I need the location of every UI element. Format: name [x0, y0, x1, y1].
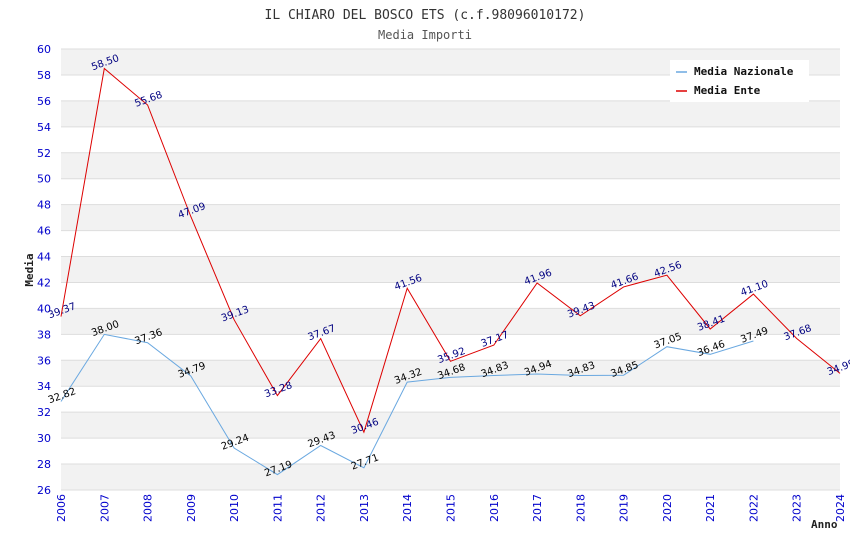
x-tick-label: 2014	[401, 494, 414, 522]
x-tick-label: 2007	[98, 494, 111, 522]
x-tick-label: 2017	[531, 494, 544, 522]
series-line-ente	[60, 67, 841, 434]
y-tick-label: 50	[37, 173, 51, 186]
x-tick-label: 2019	[618, 494, 631, 522]
x-tick-label: 2024	[834, 494, 847, 522]
x-tick-label: 2006	[55, 494, 68, 522]
series-line-nazionale	[60, 333, 754, 476]
x-tick-label: 2018	[574, 494, 587, 522]
grid-band	[61, 308, 840, 335]
grid-bands	[61, 49, 840, 490]
grid-band	[61, 100, 840, 127]
y-axis-label: Media	[23, 253, 36, 286]
grid-band	[61, 360, 840, 387]
x-tick-label: 2020	[661, 494, 674, 522]
y-tick-label: 30	[37, 432, 51, 445]
y-tick-label: 28	[37, 458, 51, 471]
y-tick-label: 36	[37, 354, 51, 367]
legend-label-ente: Media Ente	[694, 84, 761, 97]
gridlines	[61, 48, 840, 491]
x-tick-label: 2023	[791, 494, 804, 522]
x-axis-ticks: 2006 2007 2008 2009 2010 2011 2012 2013 2014 2015…	[55, 494, 847, 522]
x-tick-label: 2011	[271, 494, 284, 522]
x-tick-label: 2013	[358, 494, 371, 522]
legend: Media Nazionale Media Ente	[670, 60, 809, 102]
grid-band	[61, 256, 840, 283]
y-tick-label: 32	[37, 406, 51, 419]
series-lines	[60, 67, 841, 476]
data-label: 32.82	[47, 386, 78, 406]
y-tick-label: 54	[37, 121, 51, 134]
y-tick-label: 26	[37, 484, 51, 497]
y-tick-label: 42	[37, 276, 51, 289]
chart-title: IL CHIARO DEL BOSCO ETS (c.f.98096010172…	[265, 8, 586, 23]
grid-band	[61, 464, 840, 490]
y-tick-label: 56	[37, 95, 51, 108]
x-axis-label: Anno	[811, 518, 838, 531]
data-label: 36.46	[696, 339, 727, 359]
y-tick-label: 34	[37, 380, 51, 393]
grid-band	[61, 204, 840, 231]
x-tick-label: 2022	[747, 494, 760, 522]
x-tick-label: 2016	[488, 494, 501, 522]
chart-subtitle: Media Importi	[378, 28, 472, 42]
y-tick-label: 46	[37, 225, 51, 238]
y-tick-label: 48	[37, 199, 51, 212]
legend-box	[670, 60, 809, 102]
y-tick-label: 38	[37, 328, 51, 341]
legend-label-nazionale: Media Nazionale	[694, 65, 794, 78]
x-tick-label: 2021	[704, 494, 717, 522]
x-tick-label: 2012	[315, 494, 328, 522]
y-tick-label: 60	[37, 43, 51, 56]
x-tick-label: 2010	[228, 494, 241, 522]
x-tick-label: 2008	[142, 494, 155, 522]
grid-band	[61, 412, 840, 439]
y-tick-label: 40	[37, 302, 51, 315]
y-axis-ticks: 26 28 30 32 34 36 38 40 42 44 46 48 50 52 54 56 58 60	[37, 43, 51, 497]
x-tick-label: 2009	[185, 494, 198, 522]
grid-band	[61, 152, 840, 179]
y-tick-label: 58	[37, 69, 51, 82]
y-tick-label: 52	[37, 147, 51, 160]
x-tick-label: 2015	[445, 494, 458, 522]
y-tick-label: 44	[37, 251, 51, 264]
